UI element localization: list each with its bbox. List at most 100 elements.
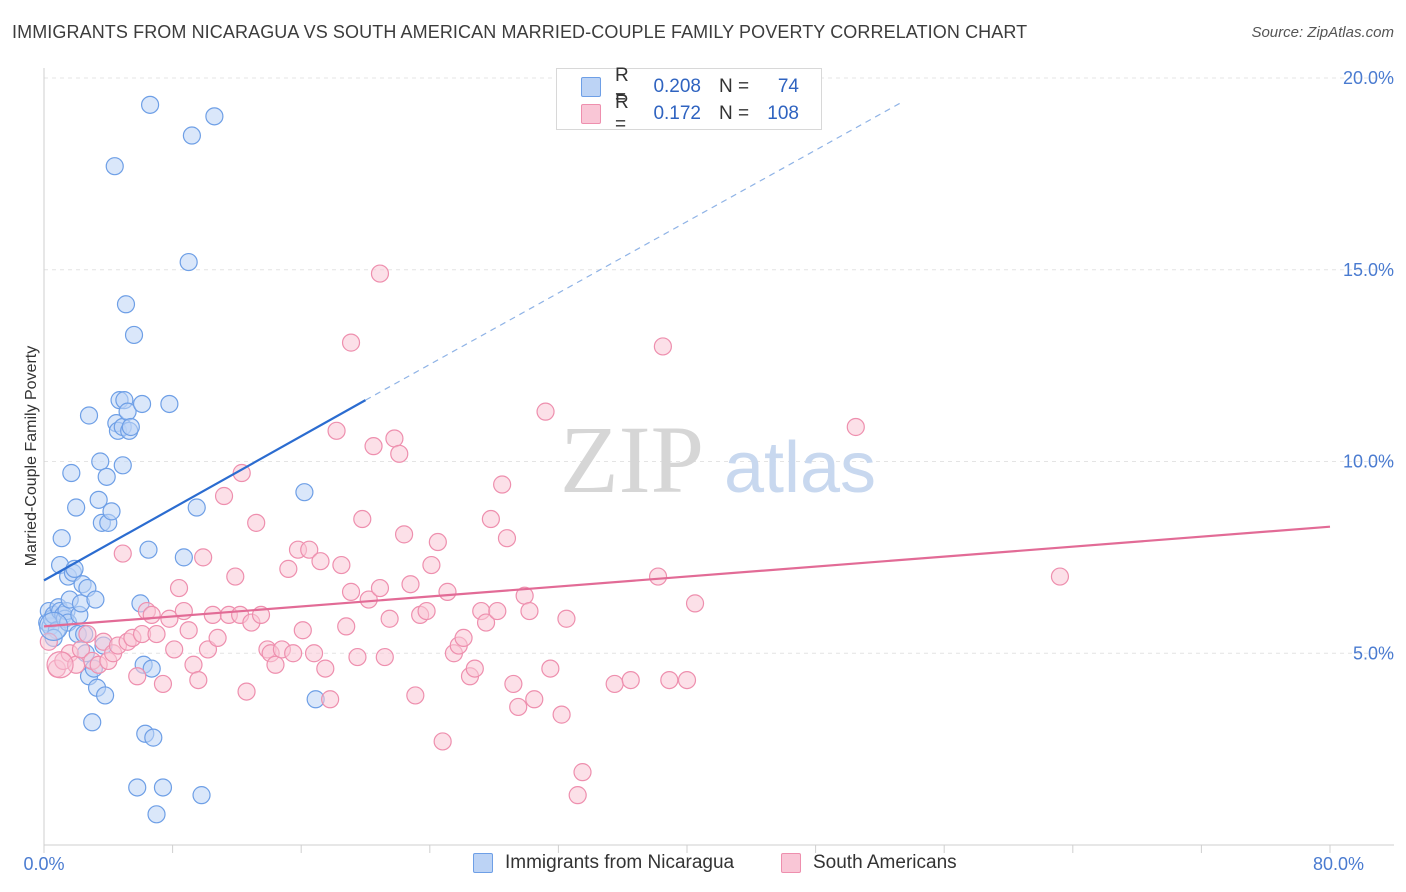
point-nicaragua — [139, 540, 158, 559]
point-south-american — [375, 647, 394, 667]
point-south-american — [552, 705, 571, 724]
point-nicaragua — [160, 394, 179, 414]
point-south-american — [353, 509, 372, 529]
axes — [43, 68, 1394, 853]
point-south-american — [1050, 567, 1070, 586]
point-nicaragua — [124, 325, 144, 345]
point-south-american — [422, 555, 441, 575]
point-south-american — [568, 786, 587, 805]
point-nicaragua — [132, 394, 152, 414]
point-south-american — [341, 582, 361, 601]
point-nicaragua — [97, 467, 116, 486]
point-south-american — [266, 655, 285, 674]
point-south-american — [621, 670, 640, 690]
x-tick-label-max: 80.0% — [1313, 854, 1364, 874]
point-south-american — [153, 674, 173, 694]
legend-n-label: N = — [719, 103, 750, 124]
point-south-american — [454, 628, 473, 648]
point-south-american — [316, 659, 335, 678]
point-nicaragua — [153, 778, 173, 797]
legend-label: South Americans — [813, 852, 957, 873]
point-south-american — [279, 559, 298, 578]
legend-swatch-pink — [581, 104, 601, 124]
point-nicaragua — [86, 590, 105, 609]
point-south-american — [208, 628, 227, 648]
legend-item-south-americans: South Americans — [781, 852, 957, 874]
legend-r-value: 0.172 — [653, 103, 701, 124]
point-south-american — [247, 513, 266, 532]
point-south-american — [846, 417, 865, 437]
point-south-american — [147, 624, 166, 644]
legend-n-value: 74 — [777, 76, 799, 97]
point-south-american — [493, 475, 512, 494]
point-nicaragua — [140, 95, 160, 114]
point-south-american — [509, 697, 528, 717]
point-south-american — [311, 552, 330, 571]
trend-line-nicaragua-extension — [365, 100, 905, 401]
point-south-american — [160, 609, 179, 628]
point-south-american — [573, 763, 592, 782]
legend-label: Immigrants from Nicaragua — [505, 852, 735, 873]
point-south-american — [401, 575, 420, 594]
point-south-american — [232, 463, 251, 483]
point-south-american — [438, 582, 457, 601]
point-nicaragua — [182, 126, 201, 145]
legend-swatch-pink — [781, 853, 801, 873]
point-south-american — [71, 640, 91, 659]
point-south-american — [169, 578, 189, 598]
point-south-american — [113, 544, 132, 563]
trend-lines — [43, 100, 1331, 628]
point-south-american — [300, 540, 319, 559]
y-tick-label: 10.0% — [1343, 452, 1394, 472]
point-south-american-cluster — [46, 651, 74, 679]
point-south-american — [189, 670, 208, 690]
legend-r-label: R = — [615, 65, 629, 108]
zipatlas-watermark: ZIP atlas — [560, 406, 876, 513]
point-nicaragua — [147, 805, 166, 824]
data-points — [38, 95, 1070, 824]
point-nicaragua — [67, 498, 86, 517]
point-nicaragua — [205, 107, 224, 126]
legend-r-label: R = — [615, 92, 629, 135]
point-nicaragua — [91, 452, 110, 471]
point-nicaragua — [79, 406, 99, 425]
point-nicaragua — [174, 548, 193, 567]
point-south-american — [142, 605, 161, 625]
point-south-american — [385, 429, 404, 448]
series-legend: Immigrants from Nicaragua South American… — [0, 852, 1406, 878]
point-south-american — [370, 264, 390, 283]
point-south-american — [417, 601, 436, 621]
correlation-legend: R = 0.208 N = 74 R = 0.172 N = 108 — [556, 65, 822, 135]
point-south-american — [341, 333, 361, 352]
point-south-american — [165, 640, 184, 659]
legend-n-label: N = — [719, 76, 750, 97]
point-south-american — [332, 555, 351, 575]
point-south-american — [520, 601, 539, 621]
point-south-american — [433, 732, 452, 751]
point-south-american — [284, 644, 303, 663]
point-south-american — [214, 486, 234, 506]
point-south-american — [525, 690, 544, 709]
point-nicaragua — [52, 529, 71, 548]
point-south-american — [321, 690, 340, 709]
trend-line-south-americans — [43, 525, 1331, 628]
point-nicaragua — [116, 295, 136, 314]
point-nicaragua — [89, 490, 108, 509]
point-south-american — [337, 617, 356, 636]
point-south-american — [304, 644, 324, 663]
point-south-american — [605, 674, 624, 694]
point-nicaragua — [295, 483, 314, 502]
trend-line-nicaragua — [43, 399, 367, 582]
point-south-american — [504, 674, 523, 694]
point-nicaragua — [128, 778, 147, 797]
y-axis-label: Married-Couple Family Poverty — [23, 346, 40, 567]
tick-labels: 5.0% 10.0% 15.0% 20.0% 0.0% 80.0% — [23, 68, 1394, 874]
legend-swatch-blue — [473, 853, 493, 873]
watermark-zip: ZIP — [560, 406, 704, 513]
point-south-american — [428, 532, 447, 552]
point-south-american — [476, 613, 496, 632]
point-south-american — [179, 621, 198, 640]
point-nicaragua — [95, 686, 115, 705]
point-south-american — [293, 621, 312, 640]
point-south-american — [370, 578, 390, 598]
